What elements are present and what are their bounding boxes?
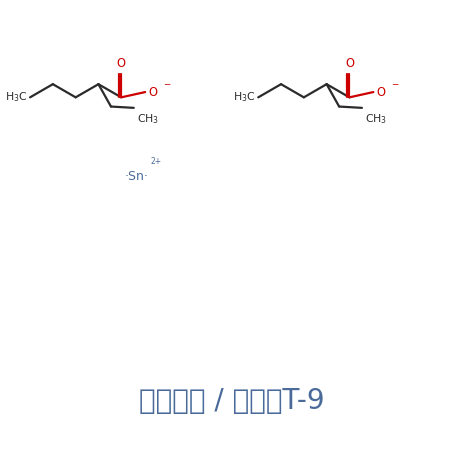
Text: O: O <box>117 58 126 70</box>
Text: ·Sn·: ·Sn· <box>124 170 148 183</box>
Text: H$_3$C: H$_3$C <box>233 91 256 104</box>
Text: 辛酸亚锡 / 有机锡T-9: 辛酸亚锡 / 有机锡T-9 <box>139 387 325 415</box>
Text: O: O <box>377 86 386 99</box>
Text: −: − <box>163 79 170 88</box>
Text: CH$_3$: CH$_3$ <box>365 113 387 126</box>
Text: −: − <box>391 79 398 88</box>
Text: 2+: 2+ <box>151 157 162 166</box>
Text: H$_3$C: H$_3$C <box>5 91 27 104</box>
Text: CH$_3$: CH$_3$ <box>137 113 159 126</box>
Text: O: O <box>345 58 354 70</box>
Text: O: O <box>148 86 157 99</box>
